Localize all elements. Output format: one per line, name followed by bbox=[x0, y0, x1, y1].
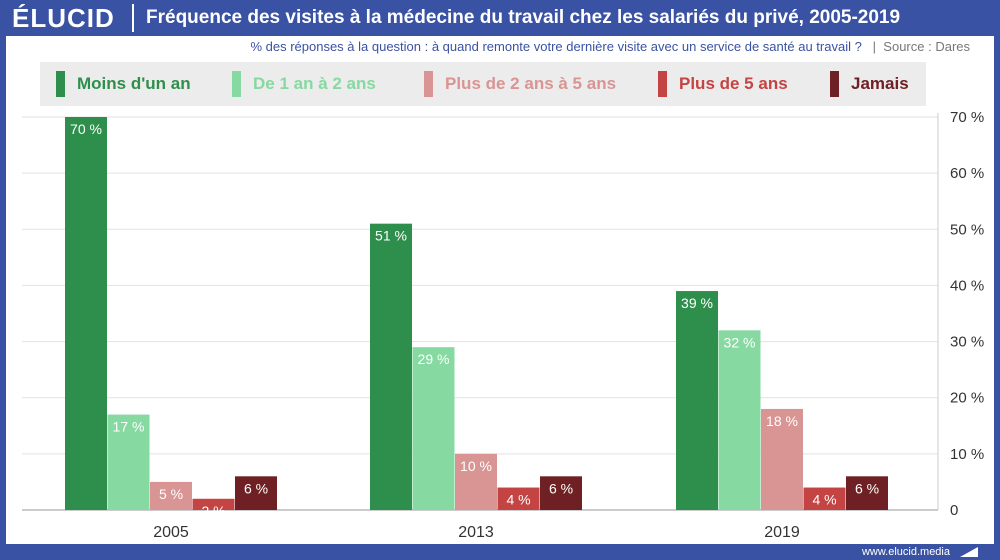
bar bbox=[540, 476, 582, 510]
subtitle-separator: | bbox=[872, 39, 877, 54]
header-bar: ÉLUCID Fréquence des visites à la médeci… bbox=[0, 0, 1000, 36]
bar bbox=[761, 408, 803, 510]
data-label: 29 % bbox=[418, 351, 450, 367]
data-label: 10 % bbox=[460, 458, 492, 474]
bar bbox=[107, 414, 150, 510]
data-label: 4 % bbox=[506, 492, 530, 508]
legend-swatch bbox=[232, 71, 241, 97]
bar bbox=[846, 476, 888, 510]
bar bbox=[65, 117, 107, 510]
legend-swatch bbox=[830, 71, 839, 97]
data-label: 6 % bbox=[855, 480, 879, 496]
brand-logo: ÉLUCID bbox=[12, 3, 115, 33]
data-label: 5 % bbox=[159, 486, 183, 502]
data-label: 32 % bbox=[724, 334, 756, 350]
data-label: 39 % bbox=[681, 295, 713, 311]
legend-label: Plus de 2 ans à 5 ans bbox=[445, 74, 617, 93]
footer-url: www.elucid.media bbox=[861, 546, 950, 558]
legend-item-2: Plus de 2 ans à 5 ans bbox=[424, 62, 616, 106]
x-tick-label: 2005 bbox=[153, 524, 189, 541]
chart-title: Fréquence des visites à la médecine du t… bbox=[146, 7, 901, 28]
legend-swatch bbox=[56, 71, 65, 97]
footer-bar bbox=[0, 544, 1000, 560]
data-label: 17 % bbox=[113, 419, 145, 435]
bar bbox=[455, 453, 497, 510]
x-tick-label: 2013 bbox=[458, 524, 494, 541]
legend-label: Jamais bbox=[851, 74, 909, 93]
data-label: 6 % bbox=[244, 480, 268, 496]
chart-legend: Moins d'un an De 1 an à 2 ans Plus de 2 an… bbox=[40, 62, 926, 106]
brand-mark-icon bbox=[960, 547, 978, 557]
data-label: 70 % bbox=[70, 121, 102, 137]
bar bbox=[412, 347, 455, 510]
legend-item-0: Moins d'un an bbox=[56, 62, 191, 106]
brand-divider bbox=[132, 4, 134, 32]
x-tick-label: 2019 bbox=[764, 524, 800, 541]
bar bbox=[497, 487, 540, 510]
subtitle-source: Source : Dares bbox=[883, 39, 970, 54]
left-border bbox=[0, 36, 6, 556]
chart-subtitle: % des réponses à la question : à quand r… bbox=[250, 38, 970, 56]
legend-label: Moins d'un an bbox=[77, 74, 191, 93]
y-tick-label: 50 % bbox=[950, 221, 984, 238]
y-tick-label: 30 % bbox=[950, 334, 984, 351]
y-tick-label: 40 % bbox=[950, 277, 984, 294]
legend-label: Plus de 5 ans bbox=[679, 74, 788, 93]
bar bbox=[150, 481, 192, 510]
bar bbox=[803, 487, 846, 510]
legend-item-1: De 1 an à 2 ans bbox=[232, 62, 376, 106]
data-label: 2 % bbox=[201, 503, 225, 519]
data-label: 6 % bbox=[549, 480, 573, 496]
bar bbox=[235, 476, 277, 510]
y-tick-label: 70 % bbox=[950, 109, 984, 126]
legend-item-3: Plus de 5 ans bbox=[658, 62, 788, 106]
bar bbox=[676, 291, 718, 510]
subtitle-question: % des réponses à la question : à quand r… bbox=[250, 39, 862, 54]
y-tick-label: 10 % bbox=[950, 446, 984, 463]
bar bbox=[370, 223, 412, 510]
bar bbox=[718, 330, 761, 510]
y-tick-label: 60 % bbox=[950, 165, 984, 182]
data-label: 18 % bbox=[766, 413, 798, 429]
legend-swatch bbox=[424, 71, 433, 97]
legend-label: De 1 an à 2 ans bbox=[253, 74, 376, 93]
data-label: 51 % bbox=[375, 228, 407, 244]
y-tick-label: 20 % bbox=[950, 390, 984, 407]
legend-swatch bbox=[658, 71, 667, 97]
data-label: 4 % bbox=[812, 492, 836, 508]
legend-item-4: Jamais bbox=[830, 62, 909, 106]
y-tick-label: 0 bbox=[950, 502, 958, 519]
bar bbox=[192, 498, 235, 510]
right-border bbox=[994, 36, 1000, 556]
